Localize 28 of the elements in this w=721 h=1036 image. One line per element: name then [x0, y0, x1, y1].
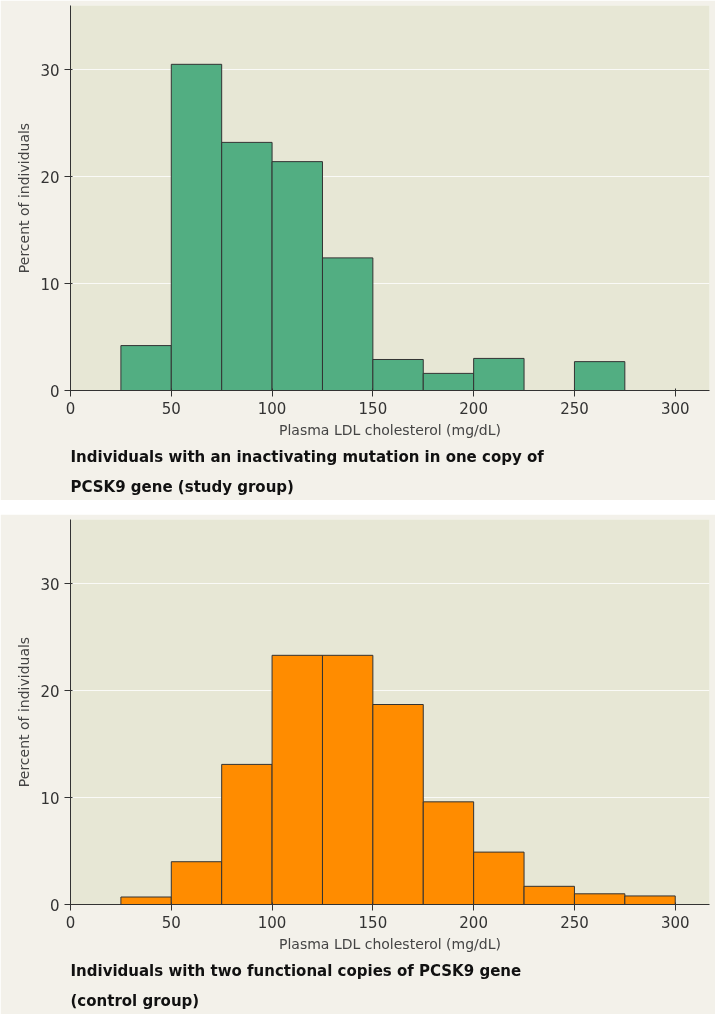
y-axis-title: Percent of individuals [16, 636, 33, 788]
y-tick-label: 10 [40, 275, 60, 294]
y-tick-label: 30 [40, 575, 60, 594]
x-tick-label: 300 [660, 399, 690, 418]
y-tick-label: 30 [40, 61, 60, 80]
x-tick-label: 50 [161, 913, 181, 932]
y-tick-label: 20 [40, 168, 60, 187]
y-tick-label: 0 [49, 382, 60, 401]
x-axis-title: Plasma LDL cholesterol (mg/dL) [279, 935, 501, 952]
x-tick-label: 300 [660, 913, 690, 932]
x-tick-label: 100 [257, 913, 287, 932]
y-tick-label: 20 [40, 682, 60, 701]
x-tick-label: 0 [65, 913, 76, 932]
x-tick-label: 150 [358, 399, 388, 418]
text: Individuals with an inactivating mutation in one copy of PCSK9 gene (study group) [70, 447, 545, 496]
x-tick-label: 200 [459, 913, 488, 932]
x-tick-label: 250 [560, 399, 589, 418]
x-tick-label: 0 [65, 399, 76, 418]
x-tick-label: 250 [560, 913, 589, 932]
x-tick-label: 150 [358, 913, 388, 932]
x-tick-label: 200 [459, 399, 488, 418]
y-tick-label: 10 [40, 789, 60, 808]
y-tick-label: 0 [49, 896, 60, 915]
text: Individuals with two functional copies of PCSK9 gene (control group) [70, 961, 522, 1010]
x-tick-label: 50 [161, 399, 181, 418]
y-axis-title: Percent of individuals [16, 122, 33, 274]
x-axis-title: Plasma LDL cholesterol (mg/dL) [279, 421, 501, 438]
x-tick-label: 100 [257, 399, 287, 418]
